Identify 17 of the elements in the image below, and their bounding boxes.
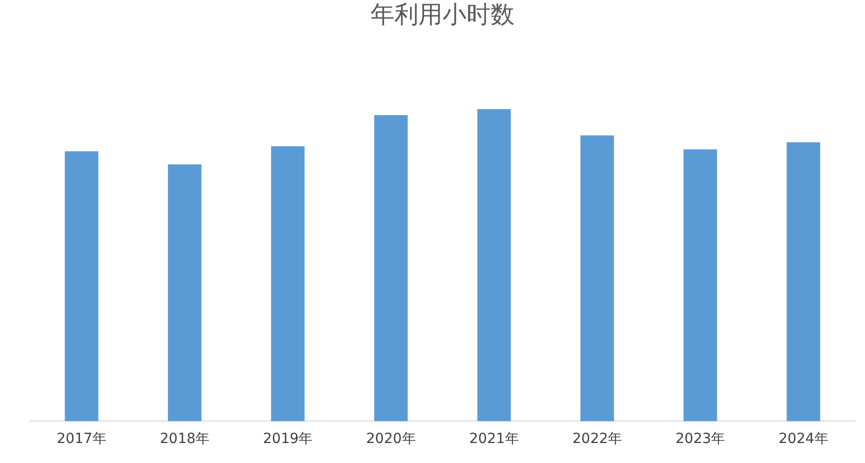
chart-title: 年利用小时数	[370, 0, 514, 29]
x-tick-label: 2022年	[572, 431, 622, 448]
x-tick-label: 2023年	[675, 431, 726, 448]
bar	[786, 142, 820, 422]
bar	[168, 164, 202, 422]
x-tick-label: 2018年	[160, 431, 210, 448]
x-tick-label: 2020年	[366, 431, 416, 448]
x-tick-label: 2021年	[469, 431, 519, 448]
x-tick-label: 2019年	[262, 431, 313, 448]
x-tick-label: 2017年	[56, 431, 106, 448]
bar	[580, 135, 614, 422]
bar	[271, 146, 305, 422]
bar	[64, 151, 98, 422]
bar	[374, 115, 408, 422]
x-tick-label: 2024年	[778, 431, 828, 448]
bar	[477, 109, 511, 422]
bar	[684, 149, 718, 422]
